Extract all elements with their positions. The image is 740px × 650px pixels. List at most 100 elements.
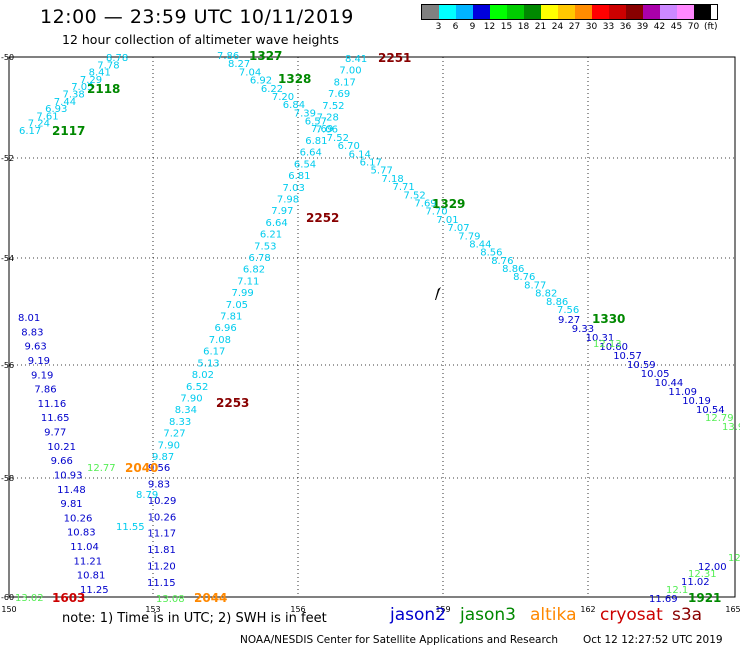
axis-labels: -50 -52 -54 -56 -58 -60 150 153 156 159 162 165 — [1, 53, 740, 614]
track-value: 10.29 — [148, 496, 177, 507]
track-value: 7.03 — [283, 183, 305, 194]
track-value: 10.26 — [64, 513, 93, 524]
legend-swatch — [422, 5, 439, 19]
track-value: 6.17 — [203, 347, 225, 358]
track-value: 10.93 — [54, 470, 83, 481]
track-value: 7.56 — [557, 305, 579, 316]
track-value: 1921 — [688, 591, 721, 605]
credit-line: NOAA/NESDIS Center for Satellite Applica… — [240, 634, 558, 646]
track-value: 1329 — [432, 197, 465, 211]
track-value: 8.01 — [18, 313, 40, 324]
legend-swatch — [660, 5, 677, 19]
track-value: 8.86 — [546, 297, 568, 308]
track-value: 8.76 — [513, 272, 535, 283]
track-value: 11.04 — [70, 542, 99, 553]
track-value: 8.86 — [502, 264, 524, 275]
track-value: 6.54 — [294, 159, 316, 170]
map-frame — [8, 56, 736, 598]
track-value: 9.33 — [572, 324, 594, 335]
track-value: 7.07 — [447, 223, 469, 234]
legend-label: 24 — [551, 22, 564, 32]
track-value: 9.19 — [28, 356, 50, 367]
timestamp: Oct 12 12:27:52 UTC 2019 — [583, 634, 723, 646]
legend-label: 42 — [653, 22, 666, 32]
track-value: 6.92 — [250, 76, 272, 87]
track-value: 9.87 — [152, 452, 174, 463]
track-value: 10.60 — [599, 342, 628, 353]
legend-label: 12 — [483, 22, 496, 32]
track-value: 11.16 — [38, 399, 67, 410]
track-value: 8.41 — [89, 68, 111, 79]
track-value: 9.56 — [148, 463, 170, 474]
legend-sat-jason3: jason3 — [460, 605, 516, 625]
track-value: 8.82 — [535, 289, 557, 300]
legend-swatch — [507, 5, 524, 19]
legend-swatch — [541, 5, 558, 19]
track-value: 12.77 — [87, 463, 116, 474]
track-value: 7.11 — [237, 276, 259, 287]
legend-labels: 3 6 9 12 15 18 21 24 27 30 33 36 39 42 45 70 (ft) — [421, 20, 718, 32]
track-value: 5.77 — [371, 166, 393, 177]
legend-label: 6 — [452, 22, 459, 32]
track-value: 7.69 — [328, 89, 350, 100]
track-value: 10.44 — [655, 378, 684, 389]
track-value: 7.69 — [311, 124, 333, 135]
track-value: 9.81 — [60, 499, 82, 510]
track-value: 12 — [728, 553, 740, 564]
track-value: 7.05 — [226, 300, 248, 311]
lat-lon-grid — [9, 57, 735, 597]
track-value: 10.26 — [148, 512, 177, 523]
track-value: 10.21 — [47, 442, 76, 453]
track-value: 7.69 — [414, 198, 436, 209]
legend-swatch — [439, 5, 456, 19]
axis-label: 165 — [725, 605, 740, 614]
track-value: 1603 — [52, 591, 85, 605]
track-value: 10.05 — [641, 369, 670, 380]
legend-swatch — [558, 5, 575, 19]
track-value: 6.64 — [266, 218, 288, 229]
legend-swatch — [609, 5, 626, 19]
track-value: 7.79 — [458, 231, 480, 242]
track-value: 7.39 — [294, 108, 316, 119]
track-value: 7.97 — [271, 206, 293, 217]
track-value: 2251 — [378, 51, 411, 65]
legend-label: 70 — [687, 22, 700, 32]
track-value: 7.90 — [180, 393, 202, 404]
track-value: 12.13 — [593, 339, 622, 350]
track-value: 8.34 — [175, 405, 197, 416]
color-legend: 3 6 9 12 15 18 21 24 27 30 33 36 39 42 45 70 (ft) — [421, 4, 718, 32]
axis-label: 162 — [580, 605, 595, 614]
legend-label: 30 — [585, 22, 598, 32]
track-value: 8.17 — [334, 77, 356, 88]
legend-swatch — [473, 5, 490, 19]
track-value: 7.78 — [97, 60, 119, 71]
axis-label: 159 — [435, 605, 450, 614]
axis-label: -52 — [1, 154, 14, 163]
track-value: 6.96 — [214, 323, 236, 334]
legend-sat-jason2: jason2 — [390, 605, 446, 625]
legend-label: 21 — [534, 22, 547, 32]
legend-swatch — [490, 5, 507, 19]
track-value: 7.90 — [158, 440, 180, 451]
track-value: 8.27 — [228, 59, 250, 70]
track-value: 2040 — [125, 461, 158, 475]
track-value: 7.38 — [63, 90, 85, 101]
track-value: 9.19 — [31, 370, 53, 381]
track-value: 2044 — [194, 591, 227, 605]
axis-label: -54 — [1, 254, 14, 263]
axis-label: 156 — [290, 605, 305, 614]
track-value: 5.13 — [197, 358, 219, 369]
track-value: 7.52 — [403, 190, 425, 201]
track-value: 8.76 — [491, 256, 513, 267]
track-value: 11.65 — [41, 413, 70, 424]
track-value: 7.08 — [209, 335, 231, 346]
track-value: 6.22 — [261, 84, 283, 95]
track-value: 10.59 — [627, 360, 656, 371]
track-value: 12.00 — [698, 562, 727, 573]
footer-note: note: 1) Time is in UTC; 2) SWH is in fe… — [62, 611, 327, 626]
track-value: 9.63 — [25, 342, 47, 353]
track-value: 7.18 — [382, 174, 404, 185]
track-value: 7.06 — [316, 125, 338, 136]
track-value: 7.28 — [317, 113, 339, 124]
